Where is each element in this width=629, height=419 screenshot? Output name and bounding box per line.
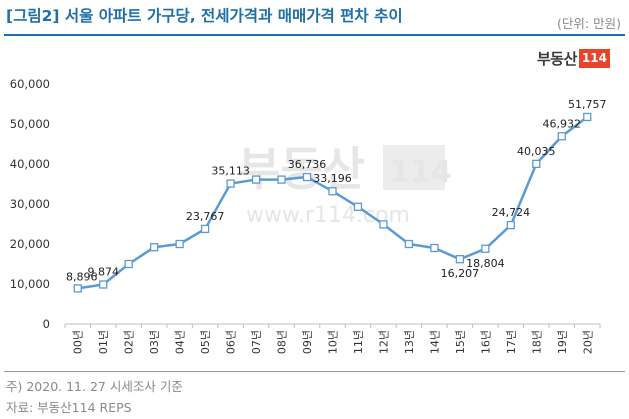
data-point <box>251 175 261 184</box>
watermark-badge-box <box>383 145 445 190</box>
x-tick-label: 02년 <box>123 330 136 354</box>
watermark-badge-text: 114 <box>389 155 452 190</box>
data-label: 51,757 <box>568 98 607 111</box>
data-point <box>583 112 592 122</box>
y-tick-label: 0 <box>43 317 50 331</box>
y-tick-label: 10,000 <box>10 277 50 291</box>
x-tick-label: 15년 <box>454 330 467 354</box>
data-point <box>328 187 337 196</box>
x-tick-label: 14년 <box>428 330 441 354</box>
data-label: 33,196 <box>313 172 352 185</box>
x-tick-label: 01년 <box>97 330 110 354</box>
x-tick-label: 10년 <box>327 330 340 354</box>
x-tick-label: 18년 <box>530 330 543 354</box>
data-point <box>150 243 159 252</box>
data-point <box>455 255 465 264</box>
data-point <box>302 172 312 182</box>
data-point <box>277 175 286 184</box>
data-label: 35,113 <box>211 165 250 178</box>
data-point <box>175 239 184 249</box>
data-point <box>226 179 235 188</box>
data-point <box>481 244 490 253</box>
x-tick-label: 16년 <box>479 330 492 354</box>
x-tick-label: 07년 <box>250 330 263 354</box>
y-tick-label: 50,000 <box>10 117 50 131</box>
data-point <box>430 243 439 253</box>
x-tick-label: 13년 <box>403 330 416 354</box>
data-point <box>532 159 541 169</box>
y-tick-label: 60,000 <box>10 77 50 91</box>
footnote-source: 자료: 부동산114 REPS <box>6 400 132 415</box>
logo-badge: 114 <box>578 48 610 68</box>
data-label: 18,804 <box>466 257 505 270</box>
data-point <box>404 239 414 249</box>
data-point <box>99 280 108 289</box>
unit-label: (단위: 만원) <box>557 16 621 31</box>
data-point <box>200 224 210 234</box>
watermark: 부동산 114 www.r114.com <box>238 142 452 228</box>
data-point <box>379 220 388 229</box>
data-label: 9,874 <box>87 266 119 279</box>
data-label: 24,724 <box>492 206 531 219</box>
x-tick-label: 05년 <box>199 330 212 354</box>
x-tick-label: 19년 <box>556 330 569 354</box>
title-divider <box>4 34 625 36</box>
data-label: 8,896 <box>66 270 98 283</box>
data-label: 23,767 <box>186 210 225 223</box>
chart-title: [그림2] 서울 아파트 가구당, 전세가격과 매매가격 편차 추이 <box>6 7 403 25</box>
x-tick-label: 12년 <box>377 330 390 354</box>
footnote-date: 주) 2020. 11. 27 시세조사 기준 <box>6 379 183 394</box>
x-tick-label: 03년 <box>148 330 161 354</box>
footer-divider <box>4 371 625 372</box>
x-tick-label: 17년 <box>505 330 518 354</box>
data-point <box>73 284 82 293</box>
watermark-text: 부동산 <box>238 142 365 196</box>
x-tick-label: 00년 <box>72 330 85 354</box>
x-tick-label: 20년 <box>581 330 594 354</box>
data-point <box>557 132 566 141</box>
y-tick-label: 30,000 <box>10 197 50 211</box>
x-tick-label: 09년 <box>301 330 314 354</box>
x-tick-label: 06년 <box>225 330 238 354</box>
y-tick-label: 40,000 <box>10 157 50 171</box>
data-point <box>506 220 515 230</box>
data-label: 46,932 <box>543 117 582 130</box>
data-label: 36,736 <box>288 158 327 171</box>
data-point <box>124 259 133 269</box>
data-label: 16,207 <box>441 267 480 280</box>
brand-logo: 부동산 114 <box>537 47 610 69</box>
line-chart: 부동산 114 www.r114.com 0 10,000 20,000 30,000… <box>10 77 607 354</box>
x-tick-label: 08년 <box>276 330 289 354</box>
data-point <box>353 202 363 211</box>
x-tick-label: 11년 <box>352 330 365 354</box>
y-tick-label: 20,000 <box>10 237 50 251</box>
x-tick-label: 04년 <box>174 330 187 354</box>
data-label: 40,035 <box>517 145 556 158</box>
logo-text: 부동산 <box>537 49 577 68</box>
